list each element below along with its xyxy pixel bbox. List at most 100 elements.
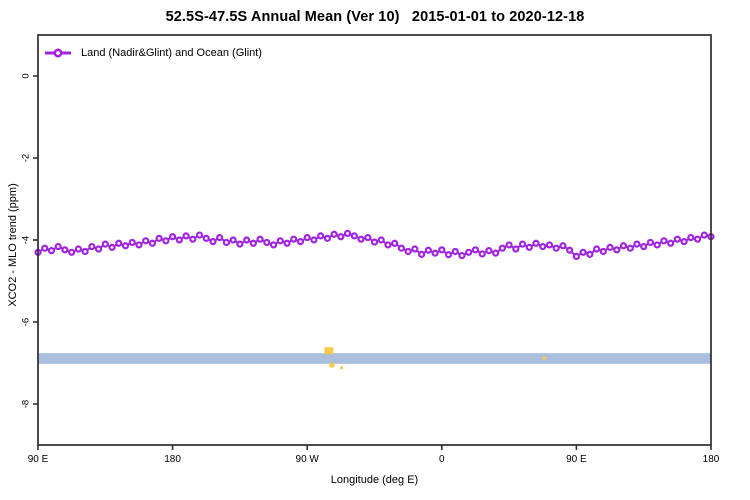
- data-point-marker: [283, 239, 291, 247]
- data-point-marker: [276, 237, 284, 245]
- data-point-marker: [330, 230, 338, 238]
- data-point-marker: [290, 235, 298, 243]
- data-point-marker: [498, 244, 506, 252]
- data-point-marker: [438, 246, 446, 254]
- data-point-marker: [411, 245, 419, 253]
- y-tick-label: 0: [21, 73, 32, 78]
- data-point-marker: [169, 233, 177, 241]
- data-point-marker: [539, 242, 547, 251]
- x-tick-label: 0: [439, 454, 445, 465]
- data-point-marker: [492, 249, 500, 257]
- data-point-marker: [202, 234, 210, 242]
- data-point-marker: [195, 231, 204, 239]
- chart-title: 52.5S-47.5S Annual Mean (Ver 10) 2015-01…: [165, 9, 585, 25]
- data-point-marker: [121, 242, 130, 250]
- data-point-marker: [404, 247, 412, 256]
- data-point-marker: [579, 248, 587, 256]
- data-point-marker: [317, 232, 325, 240]
- data-point-marker: [364, 233, 372, 242]
- data-point-marker: [619, 242, 628, 250]
- data-point-marker: [633, 240, 641, 248]
- data-point-marker: [162, 237, 170, 245]
- data-point-marker: [155, 234, 163, 242]
- data-point-marker: [391, 239, 399, 247]
- flag-mark: [329, 362, 335, 368]
- data-point-marker: [81, 247, 89, 256]
- data-point-marker: [357, 235, 365, 243]
- data-point-marker: [296, 238, 305, 246]
- data-point-marker: [431, 249, 439, 257]
- data-point-marker: [54, 242, 62, 251]
- data-point-marker: [343, 229, 352, 238]
- data-point-marker: [653, 241, 661, 249]
- y-tick-label: -6: [21, 318, 32, 326]
- data-point-marker: [700, 231, 708, 239]
- data-point-marker: [640, 242, 648, 251]
- data-point-marker: [626, 244, 634, 252]
- data-point-marker: [269, 241, 278, 249]
- y-tick-label: -4: [21, 236, 32, 244]
- data-point-marker: [471, 246, 480, 254]
- data-point-marker: [599, 247, 607, 256]
- data-point-marker: [680, 238, 688, 246]
- data-point-marker: [68, 248, 76, 256]
- legend-open-circle-line-icon: [45, 48, 71, 58]
- data-point-marker: [135, 241, 143, 249]
- reference-band: [38, 353, 711, 364]
- data-point-marker: [47, 247, 56, 255]
- data-point-marker: [222, 238, 231, 247]
- data-point-marker: [243, 236, 251, 244]
- data-point-marker: [424, 246, 432, 254]
- data-point-marker: [566, 246, 574, 254]
- flag-mark: [340, 366, 344, 370]
- data-point-marker: [303, 233, 311, 242]
- data-point-marker: [310, 236, 318, 244]
- y-axis-title: XCO2 - MLO trend (ppm): [7, 183, 19, 307]
- data-point-marker: [209, 238, 217, 246]
- data-point-marker: [189, 235, 197, 243]
- flag-mark: [542, 356, 547, 360]
- data-point-marker: [263, 238, 271, 247]
- data-point-marker: [418, 250, 426, 258]
- data-point-marker: [451, 247, 459, 256]
- x-tick-label: 90 E: [566, 454, 587, 465]
- data-point-marker: [370, 238, 379, 246]
- data-point-marker: [572, 252, 581, 260]
- x-axis-title: Longitude (deg E): [330, 474, 419, 486]
- data-point-marker: [592, 245, 601, 253]
- data-point-marker: [444, 251, 453, 259]
- data-point-marker: [667, 239, 675, 247]
- data-point-marker: [384, 241, 392, 249]
- data-point-marker: [323, 234, 331, 242]
- data-point-marker: [673, 235, 681, 243]
- data-point-marker: [337, 233, 345, 241]
- data-point-marker: [397, 244, 406, 252]
- data-point-marker: [552, 244, 560, 252]
- data-point-marker: [236, 240, 244, 248]
- data-point-marker: [41, 244, 49, 252]
- data-point-marker: [216, 233, 224, 242]
- x-tick-label: 90 E: [28, 454, 49, 465]
- data-point-marker: [142, 237, 150, 245]
- data-point-marker: [465, 248, 473, 256]
- data-point-marker: [115, 239, 123, 247]
- y-tick-label: -8: [21, 400, 32, 408]
- data-point-marker: [101, 240, 109, 248]
- flag-mark: [324, 347, 334, 355]
- x-tick-label: 180: [703, 454, 720, 465]
- data-point-marker: [646, 238, 655, 247]
- data-point-marker: [545, 241, 554, 249]
- data-point-marker: [660, 237, 668, 245]
- data-point-marker: [505, 241, 513, 249]
- data-point-marker: [175, 236, 183, 244]
- data-point-marker: [229, 236, 237, 244]
- data-point-marker: [512, 245, 520, 253]
- data-point-marker: [249, 239, 257, 247]
- y-tick-label: -2: [21, 154, 32, 162]
- data-point-marker: [532, 239, 540, 247]
- legend: Land (Nadir&Glint) and Ocean (Glint): [44, 47, 262, 59]
- data-point-marker: [613, 246, 621, 254]
- data-point-marker: [182, 232, 190, 240]
- data-point-marker: [458, 251, 466, 260]
